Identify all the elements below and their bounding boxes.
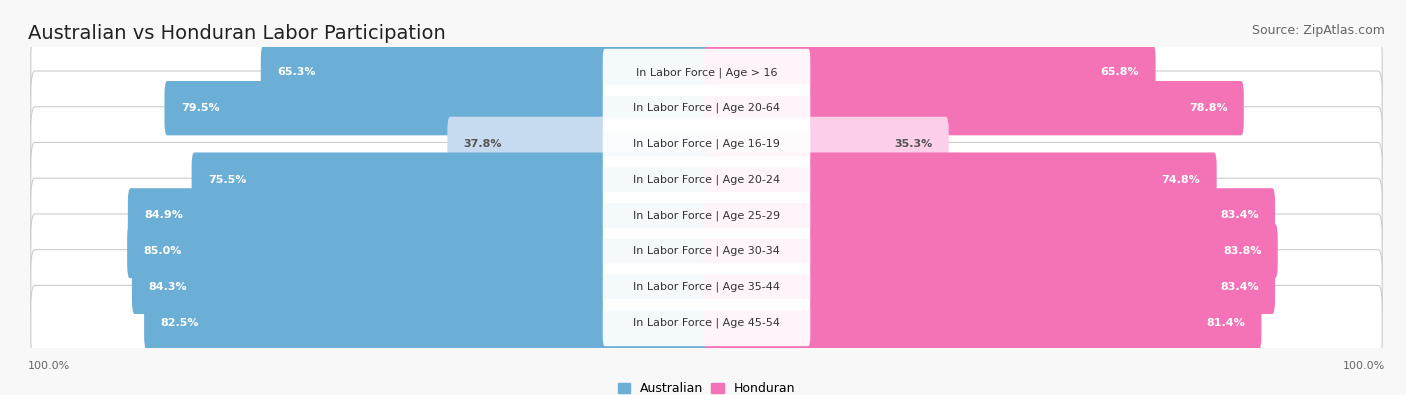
Text: 35.3%: 35.3% — [894, 139, 932, 149]
Text: 37.8%: 37.8% — [464, 139, 502, 149]
Text: 100.0%: 100.0% — [1343, 361, 1385, 371]
Text: Australian vs Honduran Labor Participation: Australian vs Honduran Labor Participati… — [28, 24, 446, 43]
Text: 84.9%: 84.9% — [145, 211, 183, 220]
Text: In Labor Force | Age 35-44: In Labor Force | Age 35-44 — [633, 282, 780, 292]
Text: 82.5%: 82.5% — [160, 318, 198, 327]
Text: 65.3%: 65.3% — [277, 68, 315, 77]
FancyBboxPatch shape — [447, 117, 709, 171]
FancyBboxPatch shape — [31, 214, 1382, 288]
Text: 75.5%: 75.5% — [208, 175, 246, 184]
Text: 100.0%: 100.0% — [28, 361, 70, 371]
FancyBboxPatch shape — [704, 45, 1156, 100]
FancyBboxPatch shape — [145, 295, 709, 350]
Text: 79.5%: 79.5% — [181, 103, 219, 113]
Text: In Labor Force | Age > 16: In Labor Force | Age > 16 — [636, 67, 778, 78]
FancyBboxPatch shape — [704, 188, 1275, 243]
Text: 83.8%: 83.8% — [1223, 246, 1261, 256]
FancyBboxPatch shape — [603, 228, 810, 275]
Text: 78.8%: 78.8% — [1189, 103, 1227, 113]
FancyBboxPatch shape — [704, 117, 949, 171]
FancyBboxPatch shape — [603, 49, 810, 96]
Text: 65.8%: 65.8% — [1101, 68, 1139, 77]
FancyBboxPatch shape — [704, 152, 1216, 207]
FancyBboxPatch shape — [31, 35, 1382, 109]
FancyBboxPatch shape — [31, 178, 1382, 252]
Legend: Australian, Honduran: Australian, Honduran — [617, 382, 796, 395]
FancyBboxPatch shape — [31, 286, 1382, 360]
Text: In Labor Force | Age 30-34: In Labor Force | Age 30-34 — [633, 246, 780, 256]
FancyBboxPatch shape — [704, 260, 1275, 314]
Text: In Labor Force | Age 16-19: In Labor Force | Age 16-19 — [633, 139, 780, 149]
FancyBboxPatch shape — [603, 192, 810, 239]
FancyBboxPatch shape — [31, 250, 1382, 324]
FancyBboxPatch shape — [191, 152, 709, 207]
Text: In Labor Force | Age 20-24: In Labor Force | Age 20-24 — [633, 174, 780, 185]
FancyBboxPatch shape — [260, 45, 709, 100]
FancyBboxPatch shape — [603, 299, 810, 346]
Text: 84.3%: 84.3% — [148, 282, 187, 292]
FancyBboxPatch shape — [165, 81, 709, 135]
Text: 81.4%: 81.4% — [1206, 318, 1246, 327]
Text: 85.0%: 85.0% — [143, 246, 181, 256]
Text: Source: ZipAtlas.com: Source: ZipAtlas.com — [1251, 24, 1385, 37]
FancyBboxPatch shape — [127, 224, 709, 278]
FancyBboxPatch shape — [132, 260, 709, 314]
FancyBboxPatch shape — [704, 224, 1278, 278]
FancyBboxPatch shape — [704, 295, 1261, 350]
Text: In Labor Force | Age 25-29: In Labor Force | Age 25-29 — [633, 210, 780, 221]
FancyBboxPatch shape — [603, 85, 810, 132]
Text: 83.4%: 83.4% — [1220, 211, 1258, 220]
FancyBboxPatch shape — [603, 156, 810, 203]
Text: In Labor Force | Age 45-54: In Labor Force | Age 45-54 — [633, 317, 780, 328]
FancyBboxPatch shape — [704, 81, 1244, 135]
FancyBboxPatch shape — [31, 107, 1382, 181]
FancyBboxPatch shape — [128, 188, 709, 243]
Text: 74.8%: 74.8% — [1161, 175, 1201, 184]
FancyBboxPatch shape — [31, 143, 1382, 217]
FancyBboxPatch shape — [603, 120, 810, 167]
FancyBboxPatch shape — [31, 71, 1382, 145]
FancyBboxPatch shape — [603, 263, 810, 310]
Text: In Labor Force | Age 20-64: In Labor Force | Age 20-64 — [633, 103, 780, 113]
Text: 83.4%: 83.4% — [1220, 282, 1258, 292]
